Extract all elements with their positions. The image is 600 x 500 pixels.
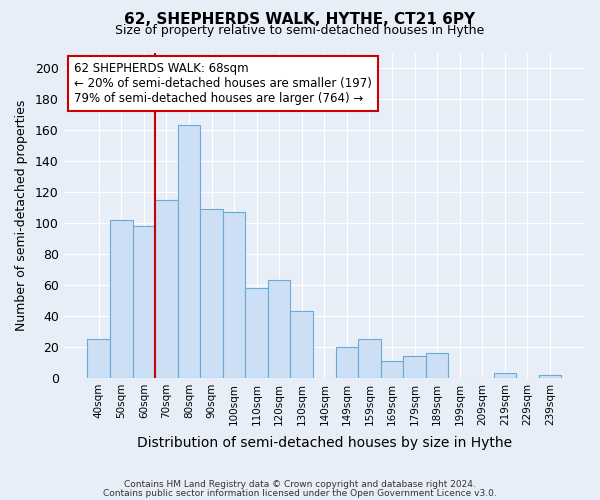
Text: Size of property relative to semi-detached houses in Hythe: Size of property relative to semi-detach… [115,24,485,37]
Bar [200,209,223,378]
Bar [223,212,245,378]
Bar [426,353,448,378]
Bar [155,200,178,378]
Text: 62, SHEPHERDS WALK, HYTHE, CT21 6PY: 62, SHEPHERDS WALK, HYTHE, CT21 6PY [124,12,476,28]
Bar [88,339,110,378]
Y-axis label: Number of semi-detached properties: Number of semi-detached properties [15,100,28,331]
Bar [290,312,313,378]
Bar [245,288,268,378]
Bar [539,375,562,378]
Bar [403,356,426,378]
Bar [268,280,290,378]
Text: 62 SHEPHERDS WALK: 68sqm
← 20% of semi-detached houses are smaller (197)
79% of : 62 SHEPHERDS WALK: 68sqm ← 20% of semi-d… [74,62,372,106]
Bar [381,361,403,378]
Text: Contains HM Land Registry data © Crown copyright and database right 2024.: Contains HM Land Registry data © Crown c… [124,480,476,489]
Bar [358,339,381,378]
Bar [110,220,133,378]
X-axis label: Distribution of semi-detached houses by size in Hythe: Distribution of semi-detached houses by … [137,436,512,450]
Text: Contains public sector information licensed under the Open Government Licence v3: Contains public sector information licen… [103,488,497,498]
Bar [178,126,200,378]
Bar [494,374,516,378]
Bar [133,226,155,378]
Bar [335,347,358,378]
